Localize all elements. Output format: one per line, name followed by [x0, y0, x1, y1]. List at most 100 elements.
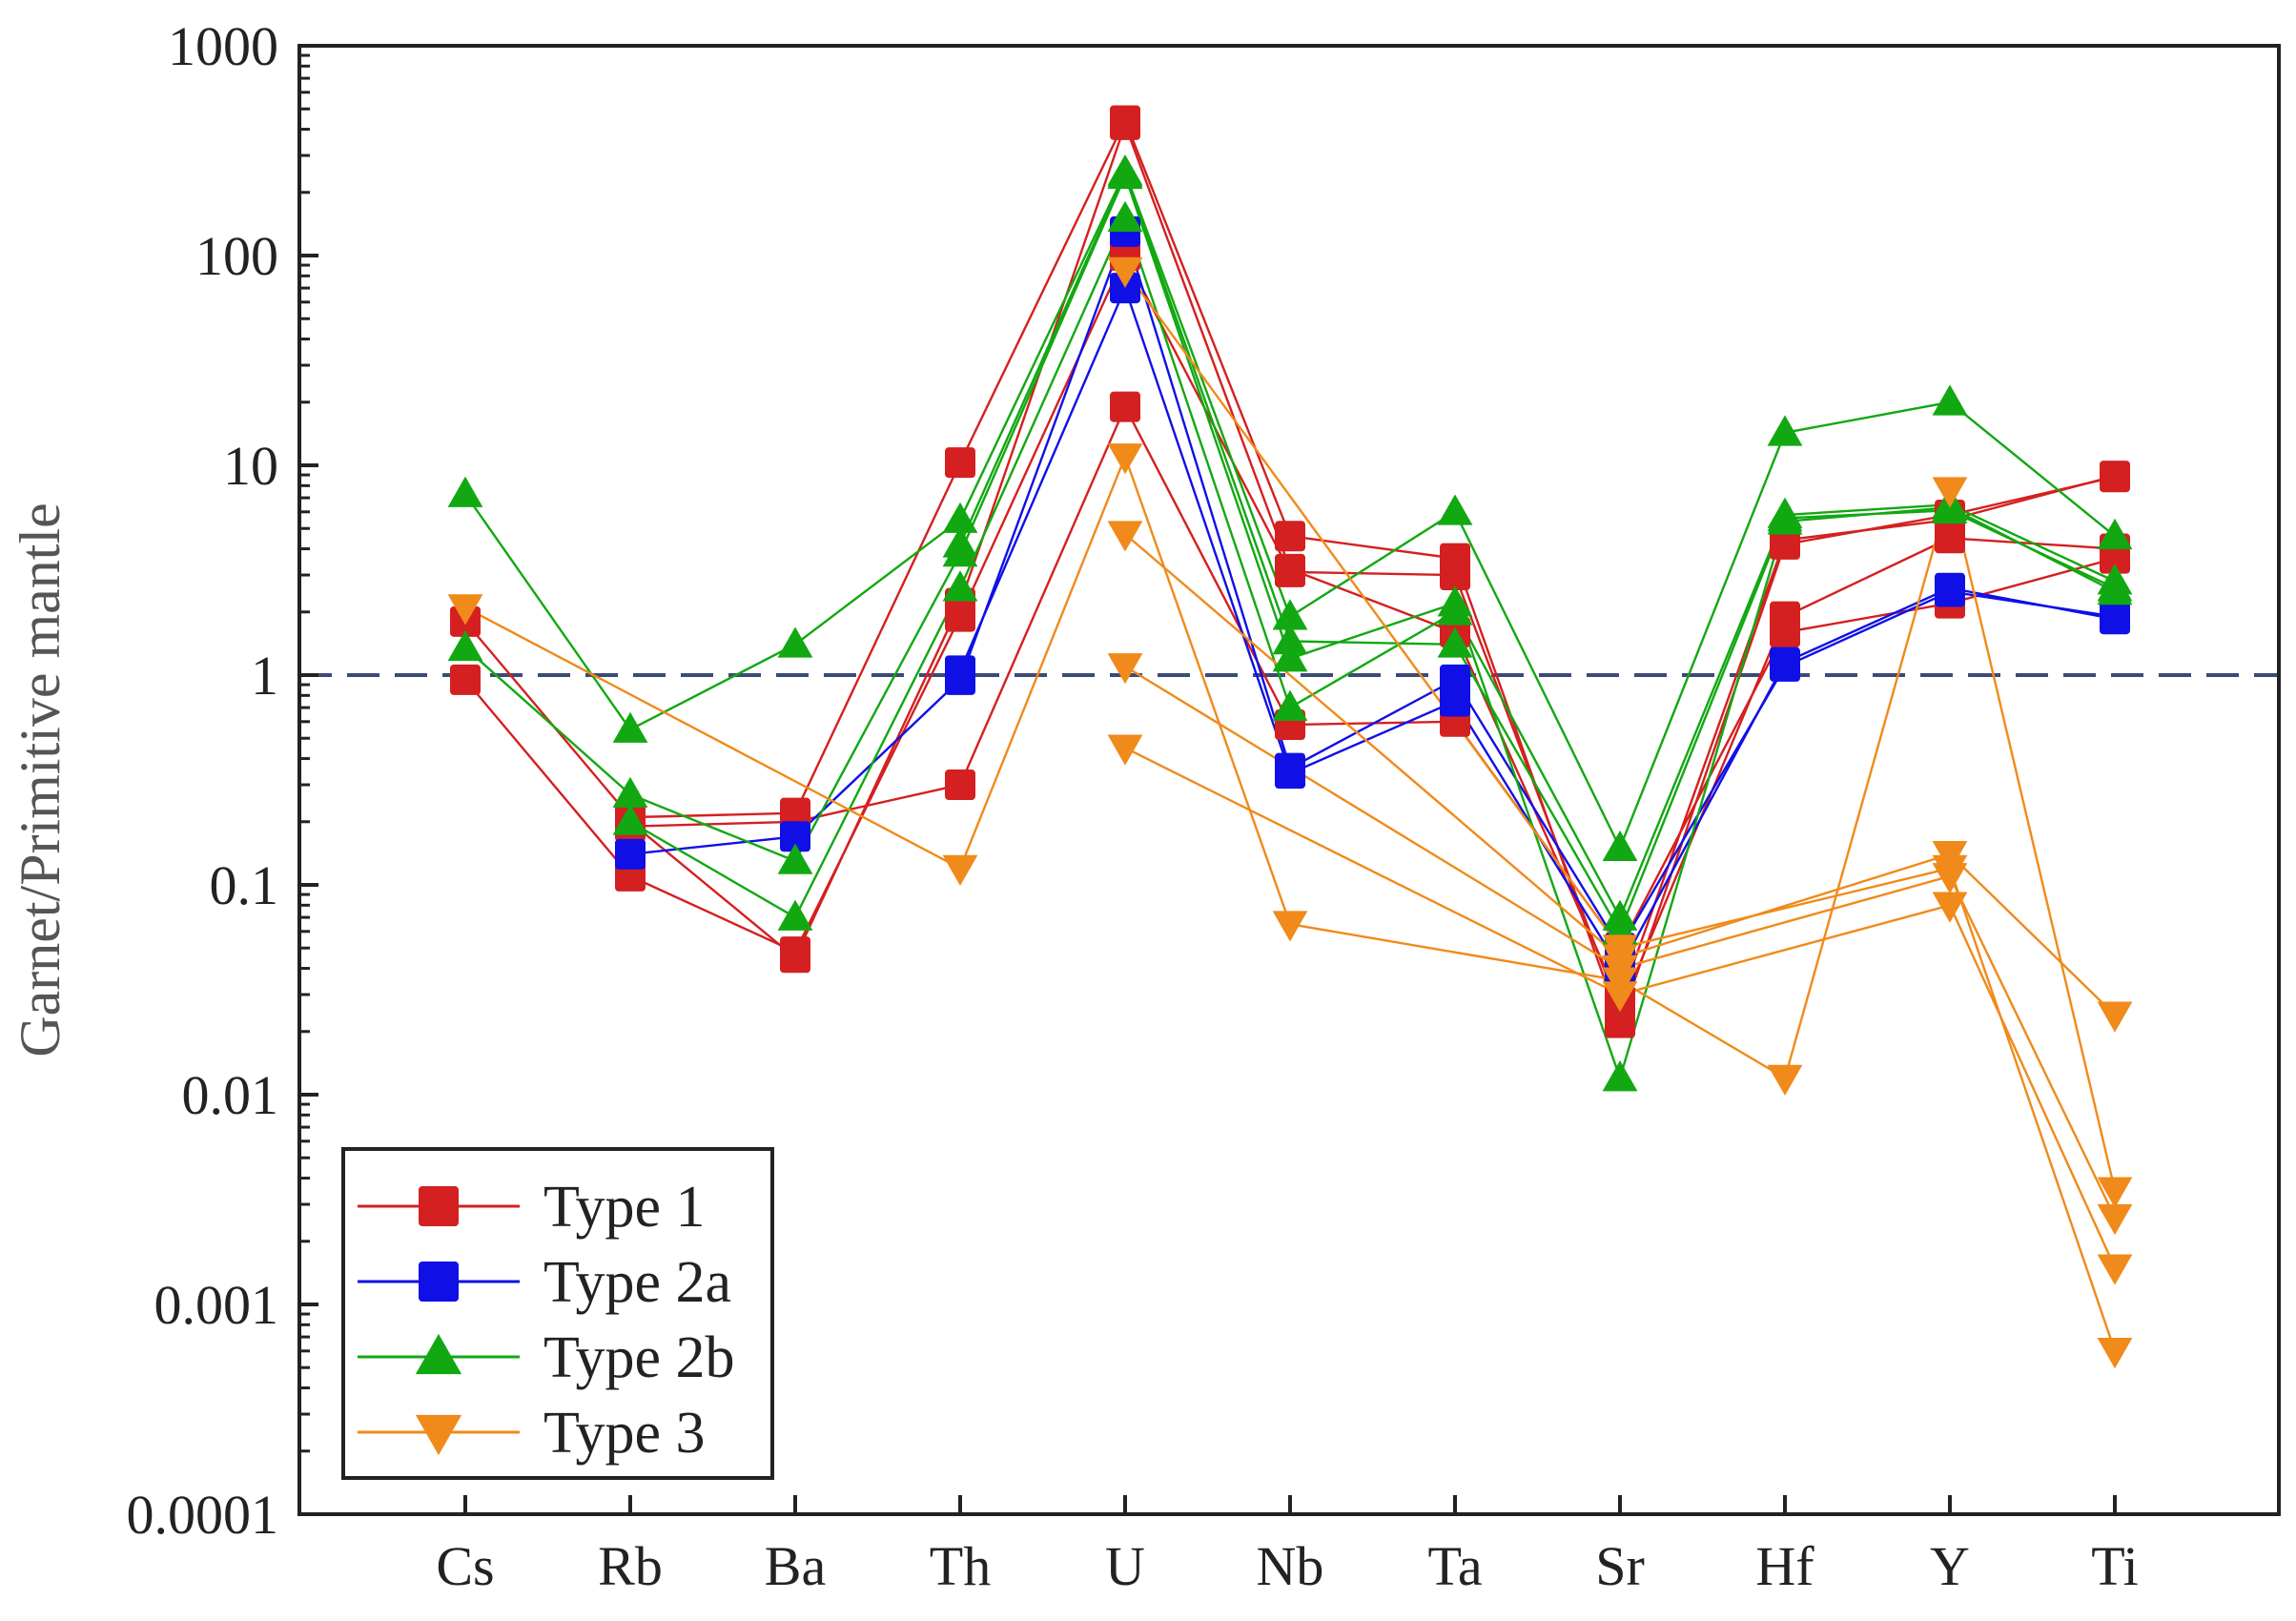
- series-line: [629, 215, 2116, 920]
- data-point: [1107, 443, 1143, 475]
- data-point: [1440, 560, 1470, 591]
- data-point: [2097, 1177, 2133, 1208]
- data-point: [2097, 1203, 2133, 1236]
- data-point: [1437, 594, 1473, 626]
- y-tick-label: 0.001: [154, 1274, 279, 1336]
- series-line: [464, 453, 2117, 1191]
- data-point: [1275, 521, 1305, 552]
- series-line: [1124, 747, 2117, 1268]
- data-point: [777, 899, 813, 931]
- data-point: [1602, 981, 1638, 1013]
- data-point: [1110, 391, 1140, 422]
- y-tick-label: 0.01: [182, 1064, 279, 1126]
- data-point: [1770, 646, 1800, 678]
- y-tick-label: 1000: [168, 15, 278, 77]
- legend-box: [341, 1147, 774, 1480]
- x-tick-label: Th: [930, 1535, 991, 1597]
- data-point: [780, 821, 810, 852]
- data-point: [1770, 617, 1800, 648]
- series-markers: [447, 105, 2133, 1369]
- data-point: [1440, 686, 1470, 717]
- x-tick-label: Rb: [598, 1535, 663, 1597]
- data-point: [942, 854, 978, 886]
- y-tick-label: 0.1: [210, 854, 279, 916]
- data-point: [2097, 1254, 2133, 1285]
- data-point: [1932, 477, 1968, 508]
- data-point: [1110, 273, 1140, 304]
- data-point: [942, 570, 978, 602]
- data-point: [612, 804, 648, 835]
- data-point: [1272, 599, 1308, 630]
- data-point: [612, 776, 648, 808]
- legend: Type 1 Type 2a Type 2b Type 3: [341, 1147, 774, 1480]
- data-point: [945, 769, 975, 801]
- data-point: [1602, 830, 1638, 862]
- data-point: [1932, 854, 1968, 886]
- y-tick-label: 1: [251, 645, 278, 707]
- data-point: [2097, 1338, 2133, 1369]
- data-point: [1767, 500, 1803, 532]
- data-point: [942, 526, 978, 558]
- data-point: [1272, 911, 1308, 942]
- data-point: [1932, 384, 1968, 416]
- legend-marker: [419, 1186, 459, 1226]
- data-point: [1107, 155, 1143, 188]
- data-point: [1437, 626, 1473, 658]
- data-point: [450, 664, 481, 695]
- x-tick-label: Ba: [765, 1535, 826, 1597]
- legend-marker: [415, 1414, 462, 1456]
- data-point: [1107, 256, 1143, 288]
- data-point: [2100, 543, 2130, 574]
- data-point: [1767, 415, 1803, 446]
- data-point: [1767, 1064, 1803, 1096]
- x-tick-label: Hf: [1755, 1535, 1814, 1597]
- x-tick-label: Ta: [1427, 1535, 1482, 1597]
- x-tick-label: Y: [1930, 1535, 1970, 1597]
- data-point: [1272, 689, 1308, 721]
- x-tick-label: Sr: [1595, 1535, 1645, 1597]
- data-point: [615, 838, 646, 870]
- data-point: [1107, 200, 1143, 233]
- legend-marker: [419, 1262, 459, 1302]
- series-line: [629, 228, 2116, 951]
- data-point: [777, 626, 813, 658]
- data-point: [1932, 492, 1968, 524]
- data-point: [1602, 1060, 1638, 1092]
- data-point: [1602, 934, 1638, 966]
- series-line: [1124, 665, 2117, 1219]
- legend-label: Type 3: [543, 1401, 706, 1466]
- data-point: [1107, 653, 1143, 685]
- data-point: [2100, 461, 2130, 492]
- data-point: [1275, 553, 1305, 585]
- data-point: [1107, 734, 1143, 766]
- y-tick-label: 10: [223, 435, 278, 497]
- series-line: [1124, 533, 2116, 1016]
- data-point: [447, 594, 483, 626]
- series-line: [629, 121, 2116, 1004]
- data-point: [1272, 641, 1308, 672]
- data-point: [447, 476, 483, 507]
- series-line: [958, 171, 2116, 934]
- x-tick-label: Ti: [2091, 1535, 2139, 1597]
- data-point: [1932, 892, 1968, 923]
- data-point: [1935, 572, 1965, 604]
- data-point: [2100, 604, 2130, 635]
- data-point: [942, 502, 978, 533]
- x-tick-label: Cs: [436, 1535, 494, 1597]
- data-point: [945, 447, 975, 479]
- data-point: [1272, 624, 1308, 655]
- x-tick-label: Nb: [1257, 1535, 1324, 1597]
- y-tick-label: 100: [195, 225, 278, 287]
- legend-marker: [415, 1333, 462, 1375]
- data-point: [2097, 570, 2133, 602]
- y-tick-label: 0.0001: [127, 1484, 279, 1546]
- data-point: [777, 843, 813, 874]
- data-point: [2097, 518, 2133, 549]
- axis-layer: 1000 100 10 1 0.1 0.01 0.001 0.0001 Cs Rb Ba Th U Nb T…: [127, 15, 2139, 1597]
- x-tick-label: U: [1105, 1535, 1145, 1597]
- data-point: [1602, 954, 1638, 986]
- data-point: [1107, 521, 1143, 552]
- series-layer: [447, 105, 2133, 1369]
- data-point: [612, 711, 648, 743]
